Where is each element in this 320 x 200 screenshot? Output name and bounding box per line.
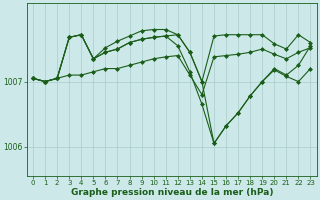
X-axis label: Graphe pression niveau de la mer (hPa): Graphe pression niveau de la mer (hPa) <box>70 188 273 197</box>
